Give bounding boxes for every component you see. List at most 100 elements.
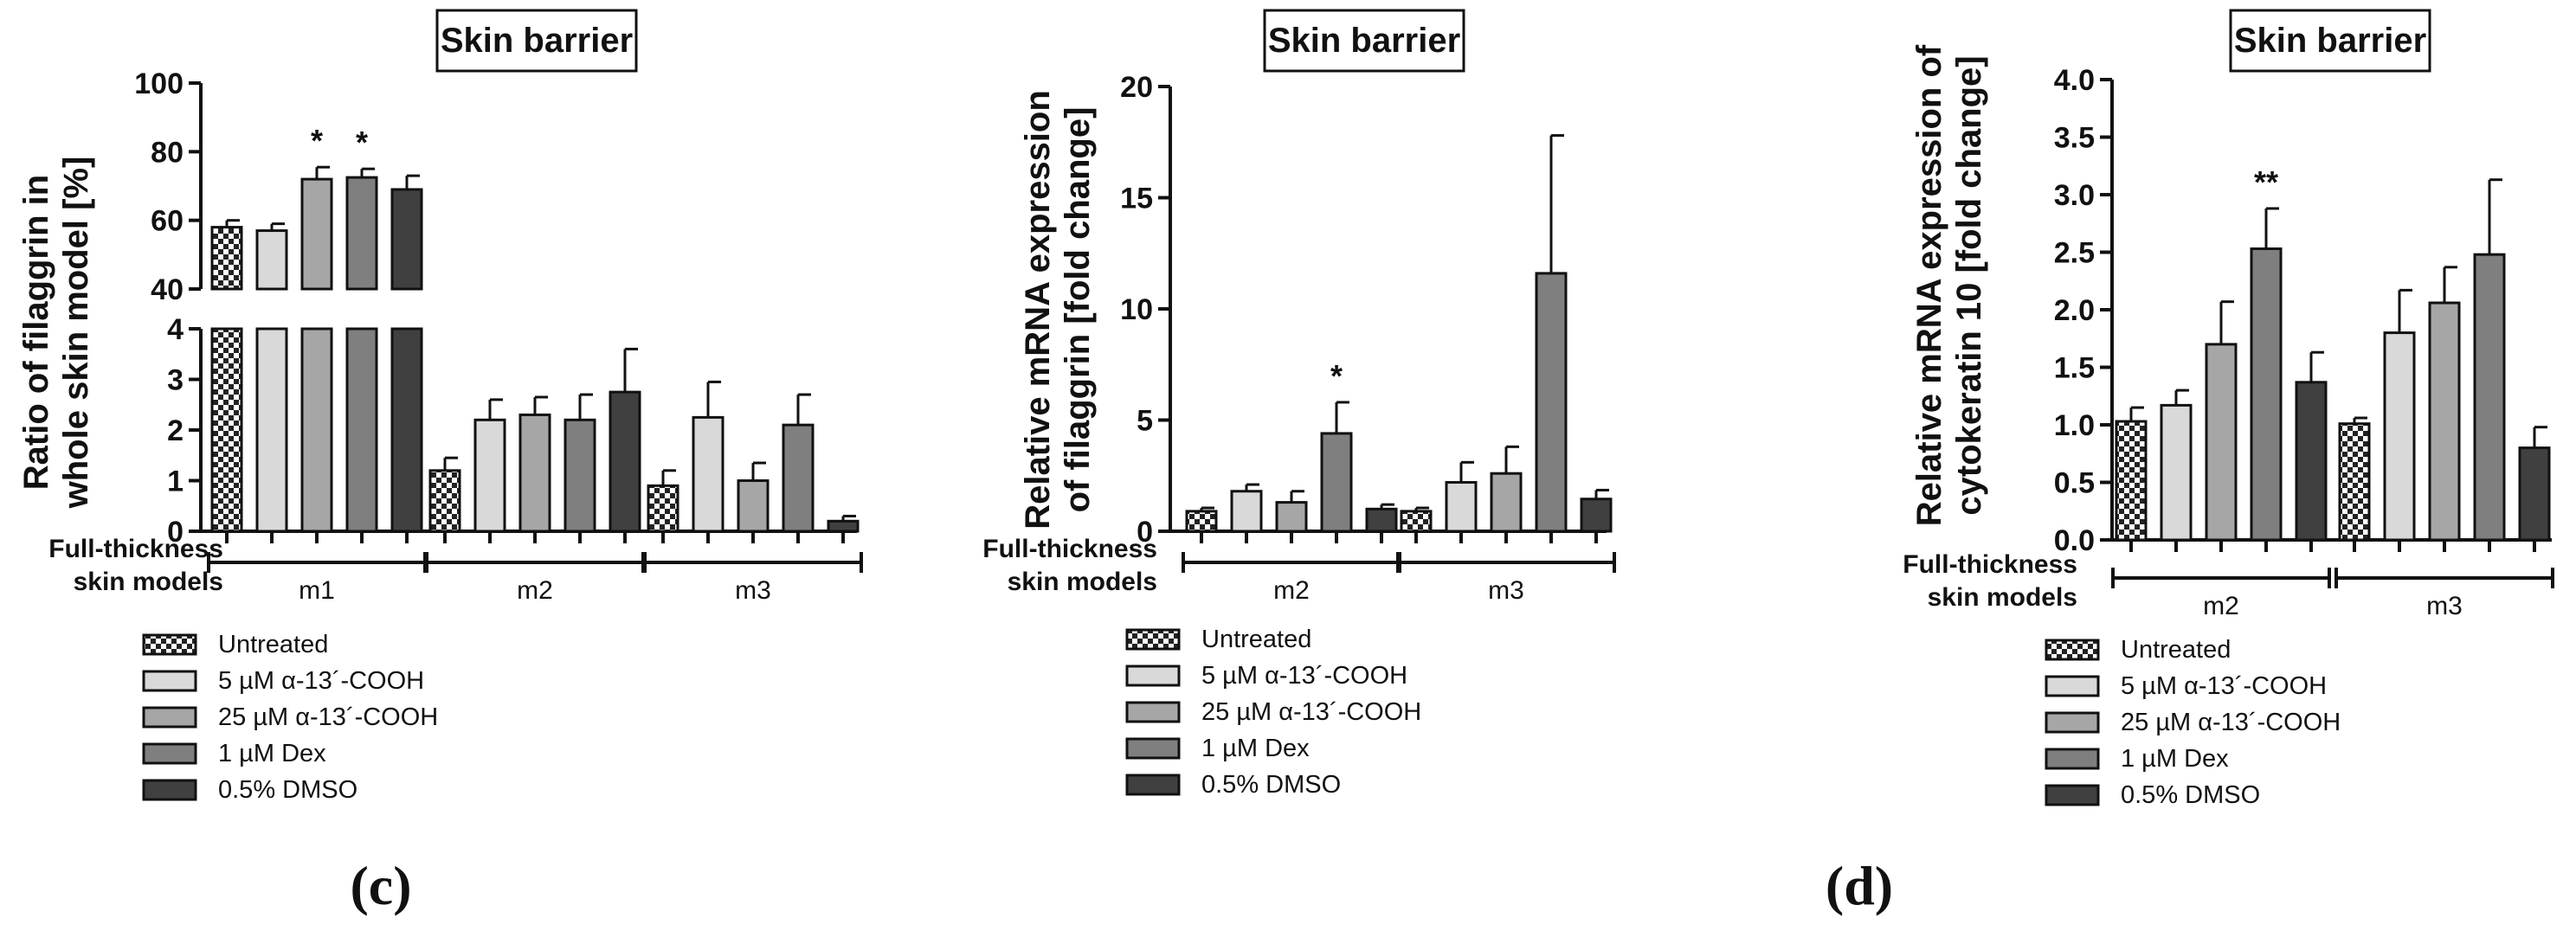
y-tick-label: 20 xyxy=(1120,71,1153,104)
legend-entry: 5 µM α-13´-COOH xyxy=(2121,672,2327,700)
title-box xyxy=(435,9,638,73)
chart-cytokeratin-mrna: Skin barrier Relative mRNA expression ofc… xyxy=(1903,9,2554,620)
bar xyxy=(782,423,815,533)
legend-1: Untreated 5 µM α-13´-COOH 25 µM α-13´-COOH… xyxy=(142,631,438,804)
legend-entry: Untreated xyxy=(218,631,328,658)
bar xyxy=(255,229,288,291)
significance-marker: * xyxy=(1330,358,1343,394)
y-tick-label: 1.5 xyxy=(2054,352,2095,385)
category-label: m3 xyxy=(735,576,771,605)
bar xyxy=(300,177,333,291)
legend-3: Untreated 5 µM α-13´-COOH 25 µM α-13´-COOH… xyxy=(2045,636,2341,809)
bar xyxy=(2250,247,2283,542)
category-label: m2 xyxy=(2203,592,2239,620)
y-tick-label: 2.5 xyxy=(2054,237,2095,270)
title-box xyxy=(1263,9,1465,73)
legend-swatch xyxy=(1125,665,1181,687)
legend-swatch xyxy=(142,742,197,765)
bar xyxy=(300,327,333,533)
bar xyxy=(827,519,860,533)
bar xyxy=(737,479,770,533)
y-tick-label: 40 xyxy=(151,273,184,306)
y-tick-label: 0 xyxy=(1137,516,1153,549)
x-axis-label-line1: Full-thickness xyxy=(982,535,1157,563)
bar xyxy=(2160,403,2193,542)
category-label: m2 xyxy=(1273,576,1310,605)
category-label: m3 xyxy=(2426,592,2463,620)
x-axis-label-line2: skin models xyxy=(1008,568,1157,596)
bar xyxy=(1490,472,1523,533)
bar xyxy=(2115,420,2148,542)
legend-swatch xyxy=(2045,711,2100,734)
category-label: m1 xyxy=(299,576,335,605)
bar xyxy=(210,226,243,291)
y-tick-label: 1 xyxy=(167,466,184,498)
bar xyxy=(473,418,506,533)
bar xyxy=(2338,422,2371,542)
legend-swatch xyxy=(142,633,197,656)
legend-swatch xyxy=(142,670,197,692)
y-tick-label: 60 xyxy=(151,205,184,238)
y-tick-label: 0.5 xyxy=(2054,467,2095,500)
y-tick-label: 10 xyxy=(1120,293,1153,326)
bar xyxy=(428,469,461,533)
bar xyxy=(692,415,724,533)
legend-swatch xyxy=(2045,639,2100,661)
legend-entry: 25 µM α-13´-COOH xyxy=(218,703,438,731)
legend-entry: 1 µM Dex xyxy=(218,740,326,767)
chart-title: Skin barrier xyxy=(1268,22,1460,60)
y-tick-label: 3 xyxy=(167,364,184,397)
title-box xyxy=(2229,9,2431,73)
y-tick-label: 2 xyxy=(167,414,184,447)
bar xyxy=(1230,490,1263,533)
bar xyxy=(390,188,423,291)
significance-marker: * xyxy=(356,125,368,160)
bar xyxy=(255,327,288,533)
bar xyxy=(2518,446,2551,542)
legend-entry: 5 µM α-13´-COOH xyxy=(1201,662,1407,690)
y-axis-label: Ratio of filaggrin inwhole skin model [%… xyxy=(17,157,95,510)
bar xyxy=(1445,480,1478,533)
legend-2: Untreated 5 µM α-13´-COOH 25 µM α-13´-COOH… xyxy=(1125,626,1421,799)
category-label: m2 xyxy=(517,576,553,605)
legend-swatch xyxy=(2045,784,2100,806)
significance-marker: ** xyxy=(2254,164,2278,200)
x-axis-label-line1: Full-thickness xyxy=(48,535,223,563)
legend-entry: Untreated xyxy=(2121,636,2231,664)
legend-entry: 25 µM α-13´-COOH xyxy=(1201,698,1421,726)
significance-marker: * xyxy=(311,123,323,158)
bar xyxy=(2205,343,2238,542)
bar xyxy=(2473,253,2506,542)
y-tick-label: 0 xyxy=(167,516,184,549)
y-axis-label: Relative mRNA expression ofcytokeratin 1… xyxy=(1910,44,1988,526)
chart-title: Skin barrier xyxy=(2234,22,2426,60)
y-tick-label: 2.0 xyxy=(2054,294,2095,327)
panel-label-c: (c) xyxy=(350,855,411,916)
legend-swatch xyxy=(1125,701,1181,723)
bar xyxy=(2428,301,2461,542)
bar xyxy=(1400,510,1433,533)
y-tick-label: 3.5 xyxy=(2054,122,2095,155)
bar xyxy=(518,413,551,533)
y-axis-label-line2: whole skin model [%] xyxy=(57,157,95,510)
y-tick-label: 100 xyxy=(134,67,184,100)
bar xyxy=(390,327,423,533)
bar xyxy=(345,327,378,533)
bar xyxy=(609,390,641,533)
y-axis-label-line1: Relative mRNA expression xyxy=(1019,90,1057,530)
bar xyxy=(345,176,378,291)
y-tick-label: 4.0 xyxy=(2054,64,2095,97)
chart-title: Skin barrier xyxy=(441,22,633,60)
bar xyxy=(1535,272,1568,533)
legend-swatch xyxy=(2045,675,2100,697)
bar xyxy=(564,418,596,533)
y-axis-label-line2: of filaggrin [fold change] xyxy=(1059,107,1097,513)
legend-swatch xyxy=(2045,748,2100,770)
bar xyxy=(1275,501,1308,533)
legend-entry: 1 µM Dex xyxy=(2121,745,2229,773)
y-axis-label-line2: cytokeratin 10 [fold change] xyxy=(1950,55,1988,515)
bar xyxy=(1320,432,1353,533)
legend-swatch xyxy=(1125,737,1181,760)
y-axis-label: Relative mRNA expressionof filaggrin [fo… xyxy=(1019,90,1097,530)
